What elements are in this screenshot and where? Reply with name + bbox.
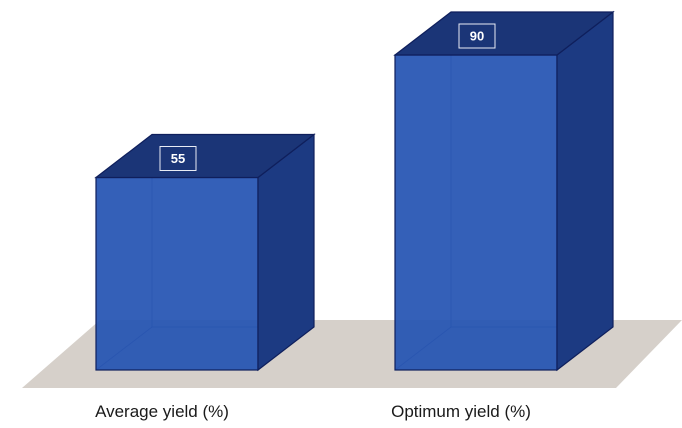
category-label-1: Average yield (%) bbox=[95, 402, 229, 421]
data-label-box bbox=[159, 146, 197, 171]
data-label-box bbox=[458, 23, 496, 49]
data-label-text: 55 bbox=[171, 151, 185, 166]
bar-top-face bbox=[393, 11, 615, 56]
category-label-2: Optimum yield (%) bbox=[391, 402, 531, 421]
data-label-text: 90 bbox=[470, 29, 484, 44]
category-labels: Average yield (%) Optimum yield (%) bbox=[95, 402, 531, 421]
bar-front-face bbox=[95, 176, 259, 371]
data-label-2: 90 bbox=[458, 23, 496, 49]
data-label-1: 55 bbox=[159, 146, 197, 171]
bar-side-face bbox=[556, 10, 614, 372]
bar-top-face bbox=[94, 133, 316, 179]
bars-layer: 55 90 bbox=[94, 10, 615, 372]
bar-1: 55 bbox=[94, 133, 316, 372]
bar-2: 90 bbox=[393, 10, 615, 372]
bar-front-face bbox=[394, 54, 558, 371]
